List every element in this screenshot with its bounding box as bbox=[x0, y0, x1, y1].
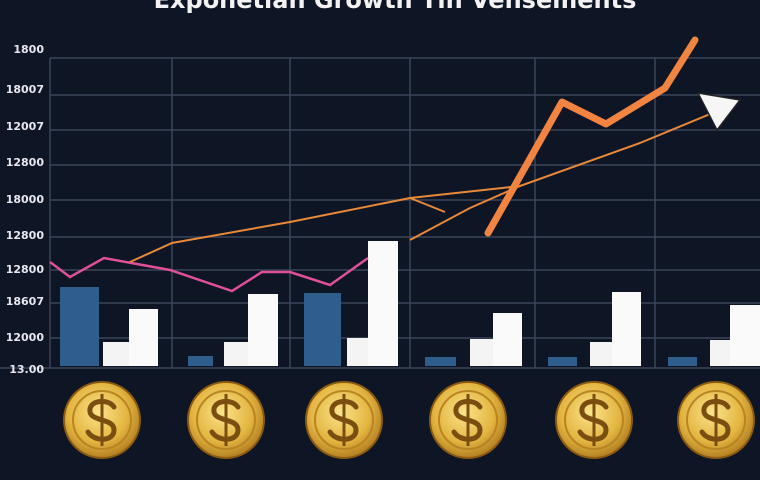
pink-line bbox=[49, 256, 369, 293]
y-axis-label: 1800 bbox=[13, 43, 44, 56]
orange-branch bbox=[409, 197, 446, 213]
y-axis-label: 12800 bbox=[6, 229, 45, 242]
arrow-head bbox=[696, 92, 742, 132]
y-axis-labels: 1800 18007 12007 12800 18000 12800 12800 18607 1… bbox=[6, 43, 45, 376]
y-axis-label: 18000 bbox=[6, 193, 45, 206]
y-axis-label: 18007 bbox=[6, 83, 44, 96]
y-axis-label: 12007 bbox=[6, 120, 44, 133]
orange-branch bbox=[409, 185, 521, 241]
y-axis-label: 13.00 bbox=[9, 363, 44, 376]
y-axis-label: 18607 bbox=[6, 295, 44, 308]
bars bbox=[60, 241, 760, 366]
y-axis-label: 12800 bbox=[6, 263, 45, 276]
title: Exponetian Growth Tin Vensements bbox=[154, 0, 637, 14]
y-axis-label: 12000 bbox=[6, 331, 45, 344]
orange-growth-line bbox=[484, 36, 699, 237]
y-axis-label: 12800 bbox=[6, 156, 45, 169]
